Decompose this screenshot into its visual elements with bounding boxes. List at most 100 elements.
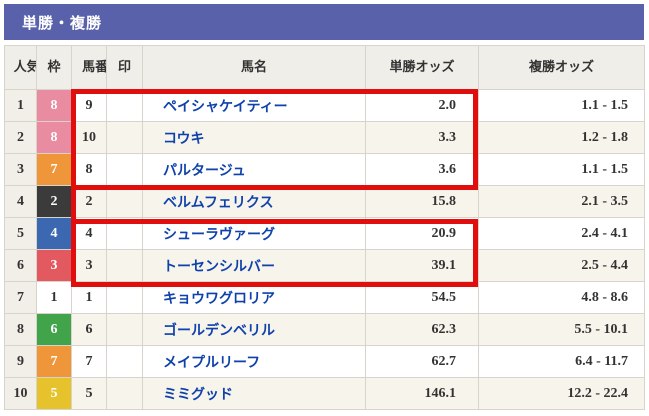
place-odds-cell: 1.1 - 1.5 xyxy=(478,89,645,122)
place-odds-cell: 1.1 - 1.5 xyxy=(478,153,645,186)
frame-cell: 3 xyxy=(36,249,72,282)
win-odds-cell: 15.8 xyxy=(365,185,479,218)
win-odds-cell: 3.3 xyxy=(365,121,479,154)
table-row: 9 7 7 メイプルリーフ 62.7 6.4 - 11.7 xyxy=(4,345,645,378)
table-row: 1 8 9 ペイシャケイティー 2.0 1.1 - 1.5 xyxy=(4,89,645,122)
rank-cell: 9 xyxy=(4,345,37,378)
column-header-uma: 馬番 xyxy=(71,45,107,90)
rank-cell: 6 xyxy=(4,249,37,282)
place-odds-cell: 2.1 - 3.5 xyxy=(478,185,645,218)
horse-name-link[interactable]: トーセンシルバー xyxy=(163,257,275,274)
win-odds-cell: 62.3 xyxy=(365,313,479,346)
win-odds-cell: 3.6 xyxy=(365,153,479,186)
horse-name-cell[interactable]: コウキ xyxy=(142,121,366,154)
column-header-waku: 枠 xyxy=(36,45,72,90)
odds-table: 人気 枠 馬番 印 馬名 単勝オッズ 複勝オッズ 189ペイシャケイティー2.0… xyxy=(4,45,645,410)
place-odds-cell: 6.4 - 11.7 xyxy=(478,345,645,378)
horse-name-cell[interactable]: キョウワグロリア xyxy=(142,281,366,314)
column-header-name: 馬名 xyxy=(142,45,366,90)
rank-cell: 10 xyxy=(4,377,37,410)
horse-name-link[interactable]: ペイシャケイティー xyxy=(163,97,288,114)
horse-number-cell: 7 xyxy=(71,345,107,378)
win-odds-cell: 62.7 xyxy=(365,345,479,378)
horse-number-cell: 2 xyxy=(71,185,107,218)
horse-name-cell[interactable]: ミミグッド xyxy=(142,377,366,410)
place-odds-cell: 4.8 - 8.6 xyxy=(478,281,645,314)
mark-cell xyxy=(106,153,143,186)
horse-name-cell[interactable]: ペイシャケイティー xyxy=(142,89,366,122)
horse-number-cell: 5 xyxy=(71,377,107,410)
horse-name-link[interactable]: コウキ xyxy=(163,129,205,146)
horse-number-cell: 10 xyxy=(71,121,107,154)
mark-cell xyxy=(106,185,143,218)
place-odds-cell: 12.2 - 22.4 xyxy=(478,377,645,410)
mark-cell xyxy=(106,121,143,154)
horse-name-link[interactable]: ミミグッド xyxy=(163,385,233,402)
rank-cell: 7 xyxy=(4,281,37,314)
horse-number-cell: 9 xyxy=(71,89,107,122)
frame-cell: 7 xyxy=(36,153,72,186)
win-odds-cell: 39.1 xyxy=(365,249,479,282)
horse-name-cell[interactable]: ゴールデンベリル xyxy=(142,313,366,346)
win-odds-cell: 54.5 xyxy=(365,281,479,314)
table-row: 5 4 4 シューラヴァーグ 20.9 2.4 - 4.1 xyxy=(4,217,645,250)
horse-number-cell: 6 xyxy=(71,313,107,346)
mark-cell xyxy=(106,377,143,410)
place-odds-cell: 1.2 - 1.8 xyxy=(478,121,645,154)
rank-cell: 4 xyxy=(4,185,37,218)
horse-name-cell[interactable]: シューラヴァーグ xyxy=(142,217,366,250)
mark-cell xyxy=(106,217,143,250)
table-row: 2 8 10 コウキ 3.3 1.2 - 1.8 xyxy=(4,121,645,154)
win-odds-cell: 146.1 xyxy=(365,377,479,410)
horse-name-link[interactable]: メイプルリーフ xyxy=(163,353,261,370)
page-title: 単勝・複勝 xyxy=(22,14,103,32)
column-header-rank: 人気 xyxy=(4,45,37,90)
horse-number-cell: 3 xyxy=(71,249,107,282)
win-odds-cell: 20.9 xyxy=(365,217,479,250)
column-header-mark: 印 xyxy=(106,45,143,90)
frame-cell: 1 xyxy=(36,281,72,314)
mark-cell xyxy=(106,345,143,378)
horse-number-cell: 4 xyxy=(71,217,107,250)
frame-cell: 8 xyxy=(36,89,72,122)
odds-table-body: 1 8 9 ペイシャケイティー 2.0 1.1 - 1.5 2 8 10 コウキ 3.3 1.2 - … xyxy=(4,89,645,410)
frame-cell: 4 xyxy=(36,217,72,250)
mark-cell xyxy=(106,281,143,314)
frame-cell: 7 xyxy=(36,345,72,378)
mark-cell xyxy=(106,249,143,282)
column-header-place-odds: 複勝オッズ xyxy=(478,45,645,90)
table-row: 4 2 2 ベルムフェリクス 15.8 2.1 - 3.5 xyxy=(4,185,645,218)
horse-name-cell[interactable]: パルタージュ xyxy=(142,153,366,186)
place-odds-cell: 2.5 - 4.4 xyxy=(478,249,645,282)
table-row: 3 7 8 パルタージュ 3.6 1.1 - 1.5 xyxy=(4,153,645,186)
rank-cell: 2 xyxy=(4,121,37,154)
mark-cell xyxy=(106,313,143,346)
win-odds-cell: 2.0 xyxy=(365,89,479,122)
horse-name-link[interactable]: シューラヴァーグ xyxy=(163,225,275,242)
horse-number-cell: 1 xyxy=(71,281,107,314)
horse-name-link[interactable]: ゴールデンベリル xyxy=(163,321,275,338)
rank-cell: 1 xyxy=(4,89,37,122)
horse-name-cell[interactable]: トーセンシルバー xyxy=(142,249,366,282)
table-row: 8 6 6 ゴールデンベリル 62.3 5.5 - 10.1 xyxy=(4,313,645,346)
table-row: 6 3 3 トーセンシルバー 39.1 2.5 - 4.4 xyxy=(4,249,645,282)
place-odds-cell: 2.4 - 4.1 xyxy=(478,217,645,250)
column-header-win-odds: 単勝オッズ xyxy=(365,45,479,90)
place-odds-cell: 5.5 - 10.1 xyxy=(478,313,645,346)
table-row: 10 5 5 ミミグッド 146.1 12.2 - 22.4 xyxy=(4,377,645,410)
horse-number-cell: 8 xyxy=(71,153,107,186)
frame-cell: 2 xyxy=(36,185,72,218)
section-title-bar: 単勝・複勝 xyxy=(4,4,644,40)
mark-cell xyxy=(106,89,143,122)
rank-cell: 8 xyxy=(4,313,37,346)
frame-cell: 8 xyxy=(36,121,72,154)
rank-cell: 5 xyxy=(4,217,37,250)
frame-cell: 5 xyxy=(36,377,72,410)
horse-name-link[interactable]: パルタージュ xyxy=(163,161,246,178)
horse-name-cell[interactable]: メイプルリーフ xyxy=(142,345,366,378)
horse-name-cell[interactable]: ベルムフェリクス xyxy=(142,185,366,218)
horse-name-link[interactable]: キョウワグロリア xyxy=(163,289,275,306)
horse-name-link[interactable]: ベルムフェリクス xyxy=(163,193,274,210)
table-row: 7 1 1 キョウワグロリア 54.5 4.8 - 8.6 xyxy=(4,281,645,314)
